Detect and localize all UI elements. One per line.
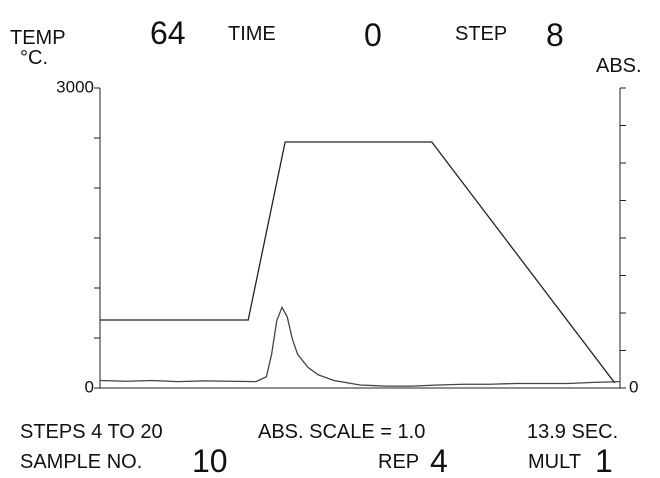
- y-tick-label: 0: [85, 377, 94, 396]
- rep-value: 4: [430, 443, 448, 478]
- rep-label: REP: [378, 451, 419, 473]
- sample-value: 10: [192, 443, 228, 478]
- mult-value: 1: [595, 443, 613, 478]
- y-tick-label: 3000: [56, 77, 94, 96]
- sample-label: SAMPLE NO.: [20, 451, 142, 473]
- step-value: 8: [546, 17, 564, 53]
- time-value: 0: [364, 17, 382, 53]
- step-label: STEP: [455, 23, 507, 45]
- series-line: [99, 305, 621, 387]
- y2-tick-label: 0: [629, 377, 638, 396]
- temp-value: 64: [150, 15, 186, 51]
- abs-scale: ABS. SCALE = 1.0: [258, 421, 425, 443]
- temp-label: TEMP: [10, 27, 66, 49]
- mult-label: MULT: [528, 451, 581, 473]
- steps-range: STEPS 4 TO 20: [20, 421, 163, 443]
- duration: 13.9 SEC.: [527, 421, 618, 443]
- time-label: TIME: [228, 23, 276, 45]
- series-line: [100, 141, 616, 384]
- y-axis-label: °C.: [20, 47, 48, 69]
- y2-axis-label: ABS.: [596, 55, 642, 77]
